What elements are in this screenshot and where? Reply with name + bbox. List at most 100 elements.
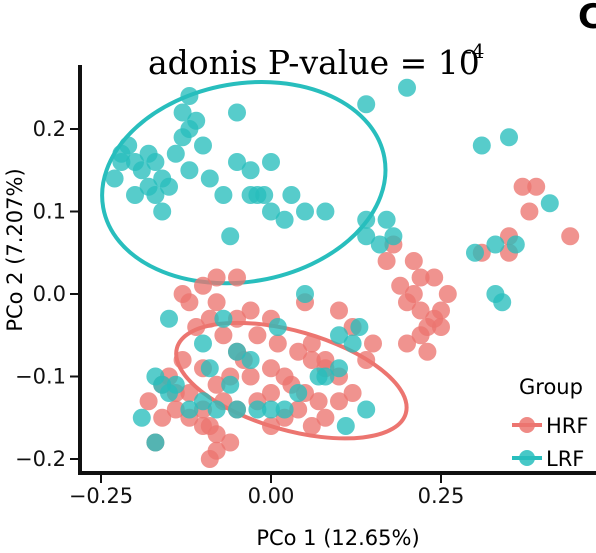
lrf-point bbox=[357, 210, 376, 229]
lrf-point bbox=[275, 400, 294, 419]
hrf-point bbox=[166, 400, 185, 419]
lrf-point bbox=[357, 227, 376, 246]
lrf-point bbox=[540, 194, 559, 213]
lrf-point bbox=[343, 334, 362, 353]
hrf-point bbox=[330, 392, 348, 411]
lrf-point bbox=[194, 136, 212, 155]
adonis-annotation-text: adonis P-value = 10 bbox=[148, 43, 480, 82]
lrf-point bbox=[316, 202, 335, 221]
hrf-legend-marker bbox=[519, 417, 535, 433]
lrf-point bbox=[384, 227, 403, 246]
lrf-point bbox=[506, 235, 525, 254]
hrf-point bbox=[289, 342, 308, 361]
y-tick-label: 0.1 bbox=[33, 200, 66, 224]
lrf-point bbox=[166, 144, 185, 163]
lrf-point bbox=[336, 417, 355, 435]
hrf-point bbox=[302, 334, 321, 353]
hrf-point bbox=[262, 359, 280, 378]
lrf-point bbox=[200, 169, 219, 188]
lrf-point bbox=[486, 235, 505, 254]
lrf-point bbox=[160, 384, 178, 402]
legend: Group HRF LRF bbox=[512, 375, 588, 471]
lrf-point bbox=[472, 136, 491, 155]
hrf-point bbox=[200, 417, 219, 435]
lrf-point bbox=[262, 202, 280, 221]
lrf-point bbox=[255, 186, 274, 204]
hrf-point bbox=[411, 268, 430, 287]
lrf-point bbox=[350, 318, 369, 336]
lrf-point bbox=[194, 334, 212, 353]
hrf-point bbox=[513, 177, 532, 196]
hrf-point bbox=[173, 285, 192, 303]
lrf-point bbox=[214, 186, 233, 204]
hrf-point bbox=[180, 384, 199, 402]
hrf-point bbox=[139, 392, 158, 411]
lrf-point bbox=[173, 103, 192, 122]
hrf-point bbox=[200, 309, 219, 328]
lrf-point bbox=[262, 400, 280, 419]
panel-letter: C bbox=[578, 0, 596, 37]
y-tick-label: −0.2 bbox=[15, 447, 66, 471]
x-axis-ticks: −0.25 0.00 0.25 bbox=[69, 475, 465, 508]
hrf-point bbox=[207, 375, 226, 394]
y-tick-label: 0.0 bbox=[33, 282, 66, 306]
lrf-point bbox=[153, 202, 172, 221]
hrf-point bbox=[398, 334, 416, 353]
lrf-point bbox=[268, 318, 287, 336]
lrf-point bbox=[221, 375, 240, 394]
lrf-legend-marker bbox=[519, 450, 535, 466]
hrf-point bbox=[316, 408, 335, 427]
lrf-point bbox=[282, 186, 301, 204]
lrf-point bbox=[126, 186, 144, 204]
hrf-point bbox=[418, 342, 437, 361]
hrf-point bbox=[377, 252, 396, 270]
y-axis-title: PCo 2 (7.207%) bbox=[3, 168, 27, 331]
x-tick-label: 0.25 bbox=[418, 484, 465, 508]
lrf-point bbox=[180, 161, 199, 180]
lrf-point bbox=[316, 367, 335, 386]
lrf-point bbox=[228, 400, 246, 419]
lrf-point bbox=[275, 210, 294, 229]
lrf-point bbox=[180, 87, 199, 105]
lrf-point bbox=[296, 285, 314, 303]
hrf-point bbox=[173, 351, 192, 369]
lrf-point bbox=[105, 169, 124, 188]
lrf-point bbox=[146, 433, 165, 452]
lrf-point bbox=[228, 153, 246, 171]
hrf-point bbox=[357, 351, 376, 369]
lrf-point bbox=[241, 186, 260, 204]
hrf-point bbox=[194, 276, 212, 295]
hrf-point bbox=[432, 301, 450, 320]
hrf-point bbox=[289, 400, 308, 419]
lrf-point bbox=[357, 400, 376, 419]
lrf-point bbox=[262, 153, 280, 171]
lrf-point bbox=[357, 95, 376, 114]
lrf-point bbox=[330, 326, 348, 345]
hrf-point bbox=[302, 351, 321, 369]
lrf-point bbox=[377, 210, 396, 229]
lrf-point bbox=[241, 351, 260, 369]
hrf-point bbox=[316, 351, 335, 369]
lrf-point bbox=[200, 359, 219, 378]
hrf-point bbox=[268, 334, 287, 353]
lrf-point bbox=[132, 408, 151, 427]
hrf-point bbox=[425, 268, 444, 287]
x-axis-title: PCo 1 (12.65%) bbox=[256, 526, 419, 550]
lrf-point bbox=[296, 202, 314, 221]
hrf-point bbox=[404, 285, 423, 303]
y-tick-label: −0.1 bbox=[15, 365, 66, 389]
lrf-point bbox=[221, 227, 240, 246]
hrf-point bbox=[411, 301, 430, 320]
lrf-point bbox=[180, 400, 199, 419]
lrf-point bbox=[160, 177, 178, 196]
hrf-point bbox=[561, 227, 580, 246]
hrf-point bbox=[248, 326, 267, 345]
hrf-point bbox=[364, 334, 382, 353]
hrf-point bbox=[262, 384, 280, 402]
lrf-point bbox=[146, 186, 165, 204]
legend-title: Group bbox=[519, 375, 583, 399]
hrf-point bbox=[228, 268, 246, 287]
lrf-point bbox=[241, 161, 260, 180]
hrf-point bbox=[520, 202, 539, 221]
lrf-point bbox=[160, 309, 178, 328]
